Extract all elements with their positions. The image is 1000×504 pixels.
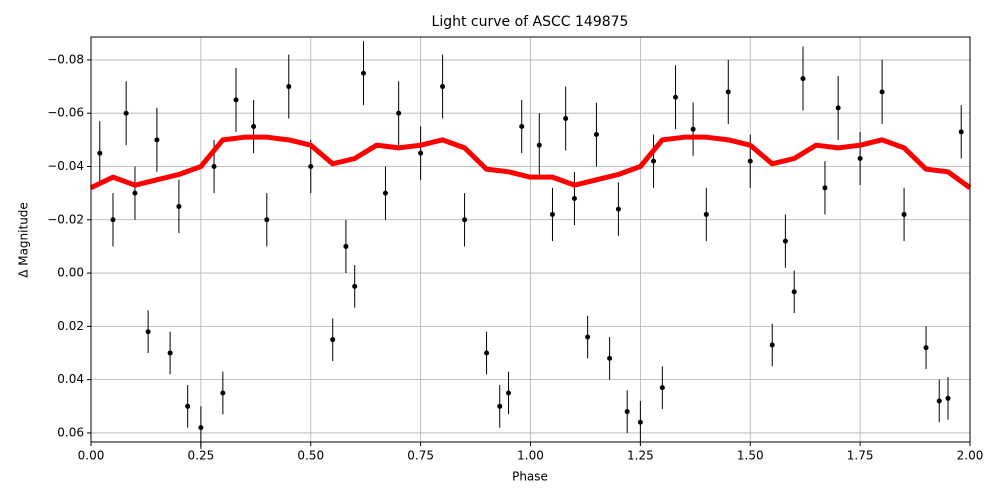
data-point [343,243,349,249]
data-point [154,137,160,143]
x-tick-label: 1.50 [737,449,764,463]
data-point [945,395,951,401]
data-point [211,163,217,169]
x-tick-label: 0.50 [297,449,324,463]
data-point [800,76,806,82]
x-tick-label: 2.00 [957,449,984,463]
chart-title: Light curve of ASCC 149875 [432,14,629,30]
data-point [703,211,709,217]
x-tick-label: 0.25 [188,449,215,463]
data-point [185,403,191,409]
y-tick-label: −0.06 [47,106,84,120]
data-point [462,217,468,223]
data-point [923,345,929,351]
y-tick-label: 0.02 [57,319,84,333]
y-tick-label: 0.06 [57,425,84,439]
data-point [673,94,679,100]
data-point [659,385,665,391]
data-point [607,355,613,361]
data-point [132,190,138,196]
data-point [251,124,257,130]
data-point [593,132,599,138]
plot-frame [90,36,971,443]
data-point [637,419,643,425]
data-point [123,110,129,116]
y-tick-label: −0.04 [47,159,84,173]
y-tick-label: 0.04 [57,372,84,386]
data-point [624,409,630,415]
x-tick-label: 1.75 [847,449,874,463]
data-point [571,195,577,201]
data-point [936,398,942,404]
data-point [352,283,358,289]
data-point [110,217,116,223]
data-point [791,289,797,295]
data-point [198,425,204,431]
x-tick-label: 0.75 [407,449,434,463]
data-point [167,350,173,356]
data-point [901,211,907,217]
data-point [782,238,788,244]
data-point [484,350,490,356]
data-point [330,337,336,343]
x-tick-label: 1.00 [517,449,544,463]
data-point [835,105,841,111]
y-tick-label: 0.00 [57,266,84,280]
data-point [418,150,424,156]
y-tick-label: −0.02 [47,212,84,226]
data-point [440,84,446,90]
data-point [857,156,863,161]
x-tick-label: 0.00 [78,449,105,463]
data-point [382,190,388,196]
data-point [822,185,828,191]
data-point [360,70,366,76]
data-point [615,206,621,212]
data-point [220,390,226,396]
data-point [958,129,964,135]
data-point [233,97,239,103]
data-point [176,203,182,209]
data-point [651,158,657,164]
data-point [879,89,885,95]
data-point [536,142,542,148]
data-point [549,211,555,217]
data-point [264,217,270,223]
data-point [725,89,731,95]
data-point [308,163,314,169]
y-tick-label: −0.08 [47,52,84,66]
x-tick-label: 1.25 [627,449,654,463]
data-point [145,329,151,335]
data-point [497,403,503,409]
data-point [286,84,292,90]
data-point [769,342,775,348]
y-axis-label: Δ Magnitude [17,202,31,278]
data-point [585,334,591,340]
data-point [690,126,696,132]
data-point [97,150,103,156]
data-point [747,158,753,164]
x-axis-label: Phase [512,470,548,484]
data-point [519,124,525,130]
data-point [563,116,569,122]
data-point [396,110,402,116]
data-point [506,390,512,396]
binned-curve [89,134,972,191]
